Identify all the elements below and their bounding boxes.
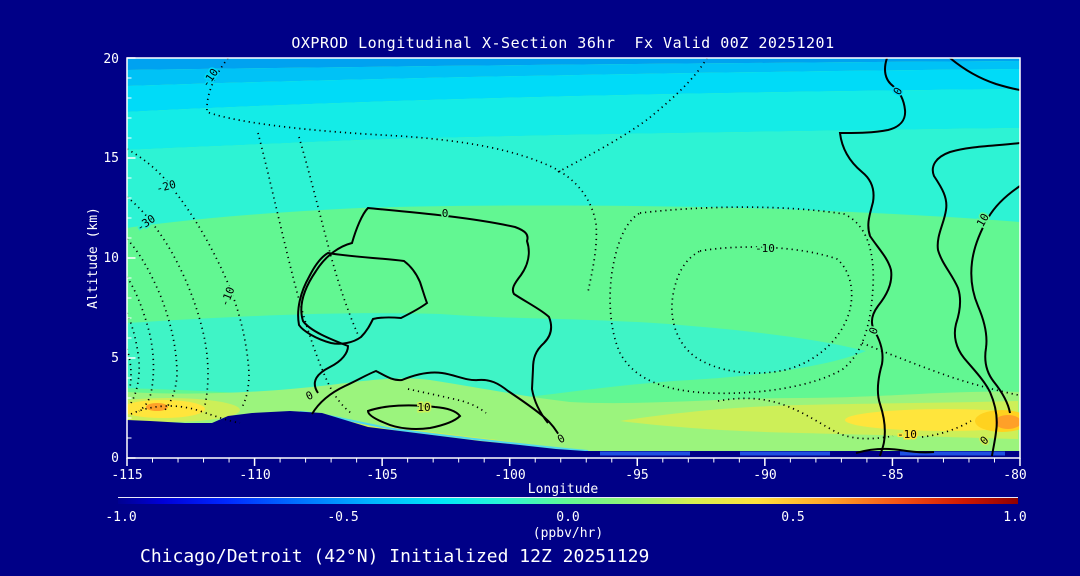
colorbar: -1.0 -0.5 0.0 0.5 1.0 (ppbv/hr): [105, 497, 1027, 541]
x-tick-label: -105: [366, 468, 397, 483]
y-tick-label: 0: [111, 451, 119, 466]
colorbar-tick-label: -0.5: [327, 510, 358, 525]
x-tick-label: -115: [111, 468, 142, 483]
fill-blue-strip-1: [600, 451, 690, 456]
x-tick-label: -95: [625, 468, 648, 483]
colorbar-tick-label: 1.0: [1003, 510, 1026, 525]
x-tick-label: -85: [880, 468, 903, 483]
fill-band-blue1: [127, 58, 1020, 70]
y-tick-label: 20: [103, 52, 119, 67]
solid-contour-line-east-ten: [931, 142, 1020, 457]
axis-ticks: [126, 57, 1021, 466]
y-axis-label: Altitude (km): [86, 207, 101, 309]
dotted-contour-line: [921, 420, 972, 438]
fill-blue-strip-2: [740, 451, 830, 456]
dotted-contour-line: [127, 312, 141, 404]
fill-orange-core-west: [146, 403, 168, 411]
plot-caption: Chicago/Detroit (42°N) Initialized 12Z 2…: [140, 546, 649, 567]
solid-contour-line-zero: [300, 206, 553, 424]
contour-label: 10: [417, 401, 430, 414]
y-tick-label: 15: [103, 151, 119, 166]
x-tick-label: -90: [753, 468, 776, 483]
contour-label: -10: [755, 242, 775, 255]
solid-contour-line-inner: [297, 251, 429, 345]
solid-contour-line-surface-east: [855, 448, 935, 454]
contour-label: -10: [897, 428, 917, 441]
fill-blue-strip-3: [900, 451, 1005, 456]
fill-orange-core-east: [995, 415, 1020, 429]
axes: OXPROD Longitudinal X-Section 36hr Fx Va…: [86, 34, 1027, 567]
fill-band-cyan2: [127, 89, 1020, 150]
solid-contour-line-ten-loop: [366, 404, 462, 430]
colorbar-tick-label: -1.0: [105, 510, 136, 525]
fill-band-blue2: [127, 61, 1020, 86]
solid-contour-line-slope: [311, 369, 562, 440]
contour-label: 0: [442, 207, 449, 220]
colorbar-gradient: [118, 498, 1018, 504]
solid-contour-lines: [297, 58, 1020, 457]
fill-bands: [127, 58, 1020, 458]
x-axis-label: Longitude: [528, 482, 599, 497]
colorbar-units-label: (ppbv/hr): [533, 526, 603, 541]
colorbar-tick-label: 0.0: [556, 510, 579, 525]
dotted-contour-line: [671, 246, 853, 374]
y-tick-label: 5: [111, 351, 119, 366]
dotted-contour-lines: [127, 58, 1019, 440]
x-tick-label: -110: [239, 468, 270, 483]
x-tick-label: -100: [494, 468, 525, 483]
x-tick-label: -80: [1003, 468, 1026, 483]
colorbar-tick-label: 0.5: [781, 510, 804, 525]
dotted-contour-line: [206, 58, 598, 293]
fill-band-cyan1: [127, 69, 1020, 112]
solid-contour-line-topright: [949, 58, 1020, 91]
fill-band-turquoise: [127, 128, 1020, 228]
colorbar-top-border: [118, 497, 1018, 498]
dotted-contour-line: [557, 58, 708, 173]
plot-title: OXPROD Longitudinal X-Section 36hr Fx Va…: [291, 34, 834, 52]
fill-cyan-slope-edge: [299, 411, 589, 452]
solid-contour-line-east-ten2: [970, 185, 1020, 414]
fill-yellow-hotspot-east: [845, 409, 1020, 431]
terrain-silhouette: [127, 411, 1020, 458]
solid-contour-line-east-zero: [838, 58, 907, 457]
dotted-contour-line: [717, 397, 894, 440]
y-tick-label: 10: [103, 251, 119, 266]
